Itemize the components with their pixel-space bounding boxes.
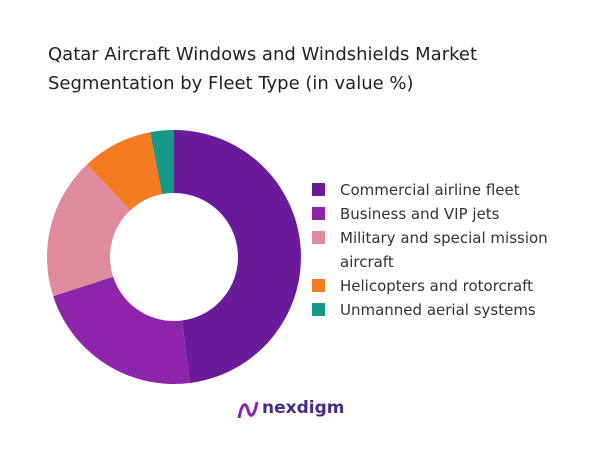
legend-item: Unmanned aerial systems — [312, 298, 592, 322]
legend-swatch — [312, 231, 325, 244]
legend: Commercial airline fleet Business and VIP… — [312, 178, 592, 322]
donut-segment — [47, 164, 131, 297]
legend-label: Military and special mission aircraft — [340, 229, 548, 271]
donut-segment — [174, 130, 302, 383]
legend-swatch — [312, 183, 325, 196]
legend-label: Commercial airline fleet — [340, 181, 520, 199]
legend-item: Helicopters and rotorcraft — [312, 274, 592, 298]
logo-icon — [237, 401, 259, 419]
legend-swatch — [312, 279, 325, 292]
legend-item: Commercial airline fleet — [312, 178, 592, 202]
donut-segment — [150, 130, 174, 195]
legend-item: Business and VIP jets — [312, 202, 592, 226]
legend-label: Business and VIP jets — [340, 205, 500, 223]
legend-label: Unmanned aerial systems — [340, 301, 536, 319]
legend-label: Helicopters and rotorcraft — [340, 277, 534, 295]
donut-segment — [53, 276, 190, 384]
chart-title: Qatar Aircraft Windows and Windshields M… — [48, 44, 478, 94]
brand: nexdigm — [262, 398, 345, 418]
legend-item: Military and special mission aircraft — [312, 226, 592, 274]
legend-swatch — [312, 207, 325, 220]
legend-swatch — [312, 303, 325, 316]
donut-segment — [87, 132, 163, 211]
